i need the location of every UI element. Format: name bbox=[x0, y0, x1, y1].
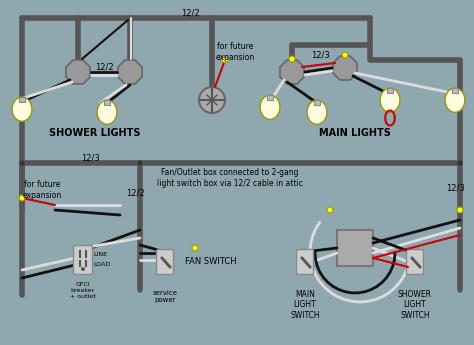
Polygon shape bbox=[333, 56, 357, 80]
FancyBboxPatch shape bbox=[73, 246, 92, 275]
Bar bbox=[19, 97, 25, 101]
Circle shape bbox=[19, 160, 25, 166]
Text: service
power: service power bbox=[153, 290, 177, 303]
Bar bbox=[314, 100, 320, 105]
Text: 12/3: 12/3 bbox=[446, 184, 465, 193]
Polygon shape bbox=[118, 60, 142, 84]
Text: FAN SWITCH: FAN SWITCH bbox=[185, 257, 237, 266]
Text: SHOWER LIGHTS: SHOWER LIGHTS bbox=[49, 128, 141, 138]
Text: GFCI
breaker
+ outlet: GFCI breaker + outlet bbox=[70, 282, 96, 299]
Text: 12/2: 12/2 bbox=[181, 9, 199, 18]
Bar bbox=[104, 100, 110, 105]
Circle shape bbox=[457, 207, 463, 213]
FancyBboxPatch shape bbox=[156, 249, 173, 275]
FancyBboxPatch shape bbox=[407, 249, 423, 275]
Circle shape bbox=[19, 195, 25, 201]
Ellipse shape bbox=[97, 100, 117, 124]
Ellipse shape bbox=[12, 97, 32, 121]
Ellipse shape bbox=[260, 95, 280, 119]
Bar bbox=[452, 88, 458, 92]
Polygon shape bbox=[66, 60, 90, 84]
Bar bbox=[267, 95, 273, 99]
Circle shape bbox=[137, 160, 143, 166]
Text: for future
expansion: for future expansion bbox=[215, 42, 255, 62]
Text: SHOWER
LIGHT
SWITCH: SHOWER LIGHT SWITCH bbox=[398, 290, 432, 320]
FancyBboxPatch shape bbox=[297, 249, 313, 275]
Text: LINE: LINE bbox=[93, 253, 107, 257]
Text: 12/3: 12/3 bbox=[310, 50, 329, 59]
Bar bbox=[337, 230, 373, 266]
Ellipse shape bbox=[445, 88, 465, 112]
Text: for future
expansion: for future expansion bbox=[22, 180, 62, 200]
Circle shape bbox=[342, 52, 348, 58]
Bar bbox=[387, 88, 393, 92]
Text: MAIN LIGHTS: MAIN LIGHTS bbox=[319, 128, 391, 138]
Circle shape bbox=[327, 207, 333, 213]
Circle shape bbox=[222, 57, 228, 63]
Circle shape bbox=[192, 245, 198, 251]
Ellipse shape bbox=[307, 100, 327, 124]
Text: LOAD: LOAD bbox=[93, 263, 110, 267]
Circle shape bbox=[199, 87, 225, 113]
Circle shape bbox=[81, 267, 85, 271]
Circle shape bbox=[457, 160, 463, 166]
Text: 12/2: 12/2 bbox=[126, 188, 144, 197]
Polygon shape bbox=[280, 60, 304, 84]
Text: 12/2: 12/2 bbox=[95, 62, 113, 71]
Text: 12/3: 12/3 bbox=[81, 154, 100, 162]
Circle shape bbox=[289, 56, 295, 62]
Text: Fan/Outlet box connected to 2-gang
light switch box via 12/2 cable in attic: Fan/Outlet box connected to 2-gang light… bbox=[157, 168, 303, 188]
Text: MAIN
LIGHT
SWITCH: MAIN LIGHT SWITCH bbox=[290, 290, 320, 320]
Ellipse shape bbox=[380, 88, 400, 112]
